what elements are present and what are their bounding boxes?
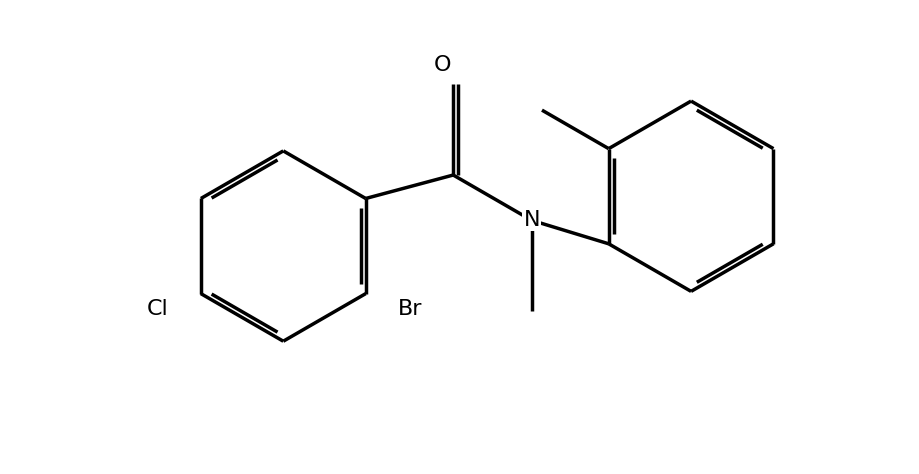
Text: O: O [433,55,450,75]
Text: Br: Br [397,300,422,319]
Text: N: N [523,210,539,230]
Text: Cl: Cl [147,300,169,319]
